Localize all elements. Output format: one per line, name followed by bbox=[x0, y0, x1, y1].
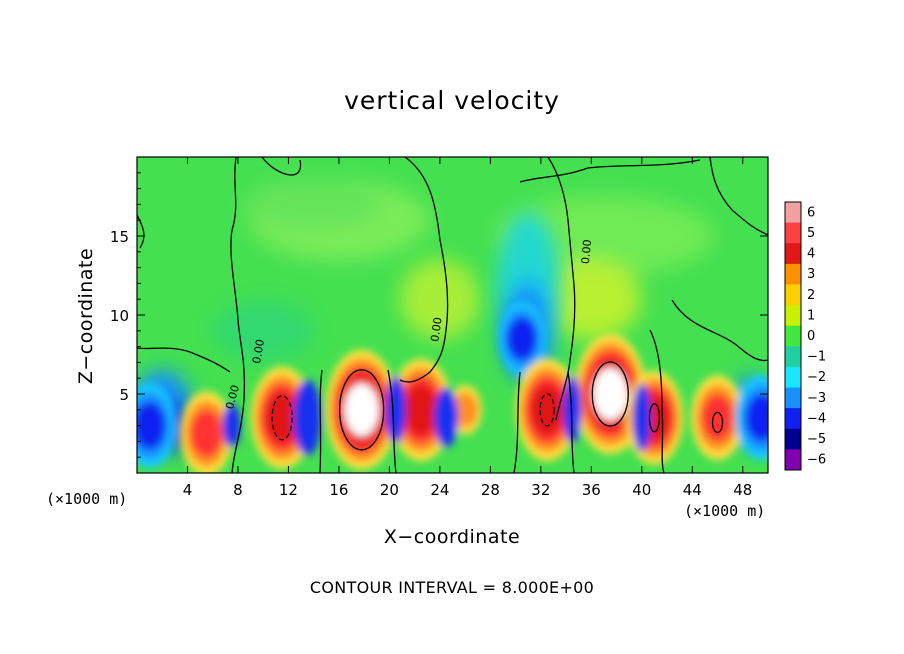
contour-zero-2 bbox=[399, 157, 449, 383]
x-tick-label: 24 bbox=[430, 481, 449, 499]
x-axis-unit-right: (×1000 m) bbox=[684, 502, 766, 520]
contour-zero-5 bbox=[709, 157, 768, 236]
cell-0-ring-2 bbox=[137, 402, 166, 450]
colorbar-frame bbox=[784, 201, 802, 471]
contour-cell-3 bbox=[539, 393, 555, 427]
colorbar: 6 5 4 3 2 1 0 −1 −2 −3 −4 −5 −6 bbox=[784, 201, 826, 471]
x-tick-label: 48 bbox=[733, 481, 752, 499]
chart-title: vertical velocity bbox=[344, 86, 560, 115]
y-tick-label: 10 bbox=[110, 307, 129, 325]
cell-4-ring-3 bbox=[404, 385, 438, 435]
y-tick-label: 15 bbox=[110, 228, 129, 246]
contour-interval-text: CONTOUR INTERVAL = 8.000E+00 bbox=[309, 578, 595, 597]
field-blob bbox=[541, 259, 642, 340]
field-blob bbox=[399, 259, 480, 340]
contour-zero-4 bbox=[519, 159, 701, 183]
colorbar-swatch-1 bbox=[785, 222, 801, 244]
contour-zero-9 bbox=[513, 371, 521, 473]
colorbar-tick-label: 4 bbox=[807, 247, 815, 262]
colorbar-tick-label: −5 bbox=[807, 432, 826, 447]
field-blob bbox=[243, 179, 384, 230]
contour-cell-4 bbox=[711, 411, 724, 434]
x-tick-label: 32 bbox=[531, 481, 550, 499]
contour-label-3: 0.00 bbox=[579, 239, 594, 265]
x-tick-label: 8 bbox=[233, 481, 243, 499]
colorbar-swatch-11 bbox=[785, 428, 801, 450]
flank-2 bbox=[434, 387, 459, 448]
contour-cell-0 bbox=[338, 369, 385, 451]
contour-cell-5 bbox=[648, 403, 661, 433]
contour-zero-13 bbox=[137, 347, 231, 373]
colorbar-swatch-2 bbox=[785, 243, 801, 265]
contour-zero-1 bbox=[261, 157, 302, 176]
colorbar-swatch-5 bbox=[785, 305, 801, 327]
x-tick-label: 44 bbox=[683, 481, 702, 499]
field-cell-layer bbox=[137, 300, 768, 473]
colorbar-tick-label: 0 bbox=[807, 329, 815, 344]
contour-cell-2 bbox=[271, 395, 293, 441]
field-soft-layer bbox=[213, 179, 714, 361]
contour-label-1: 0.00 bbox=[250, 338, 267, 364]
colorbar-tick-label: −6 bbox=[807, 453, 826, 468]
flank-4 bbox=[632, 383, 651, 452]
contour-label-0: 0.00 bbox=[223, 384, 242, 411]
colorbar-swatch-12 bbox=[785, 449, 801, 471]
colorbar-swatch-9 bbox=[785, 387, 801, 409]
cell-8-ring-4 bbox=[592, 367, 628, 421]
x-tick-label: 16 bbox=[329, 481, 348, 499]
x-tick-label: 28 bbox=[481, 481, 500, 499]
x-tick-label: 36 bbox=[582, 481, 601, 499]
colorbar-swatch-4 bbox=[785, 284, 801, 306]
contour-zero-12 bbox=[671, 299, 768, 362]
colorbar-tick-label: 1 bbox=[807, 308, 815, 323]
contour-zero-11 bbox=[649, 329, 665, 473]
x-tick-label: 40 bbox=[632, 481, 651, 499]
x-axis-label: X−coordinate bbox=[383, 526, 521, 548]
contour-zero-7 bbox=[319, 369, 323, 473]
x-tick-label: 20 bbox=[380, 481, 399, 499]
colorbar-tick-label: −2 bbox=[807, 370, 826, 385]
colorbar-tick-label: 5 bbox=[807, 226, 815, 241]
heatmap-field bbox=[137, 157, 768, 473]
y-tick-label: 5 bbox=[119, 386, 129, 404]
cell-1-ring-2 bbox=[190, 410, 223, 457]
colorbar-swatch-7 bbox=[785, 346, 801, 368]
flank-1 bbox=[385, 375, 406, 444]
colorbar-swatch-10 bbox=[785, 408, 801, 430]
colorbar-tick-label: −3 bbox=[807, 391, 826, 406]
x-axis-unit-left: (×1000 m) bbox=[46, 490, 128, 508]
flank-3 bbox=[563, 375, 582, 444]
colorbar-tick-label: 3 bbox=[807, 267, 815, 282]
contour-zero-0 bbox=[230, 157, 246, 473]
contour-cell-1 bbox=[591, 361, 629, 427]
colorbar-swatch-0 bbox=[785, 202, 801, 224]
colorbar-tick-label: −1 bbox=[807, 350, 826, 365]
cell-5-ring-1 bbox=[452, 392, 478, 428]
cell-6-ring-2 bbox=[507, 317, 537, 361]
colorbar-tick-label: −4 bbox=[807, 411, 826, 426]
flank-5 bbox=[222, 403, 241, 448]
cell-3-ring-4 bbox=[344, 383, 379, 437]
cell-7-ring-3 bbox=[530, 385, 564, 435]
x-tick-label: 4 bbox=[183, 481, 193, 499]
contour-zero-8 bbox=[387, 369, 397, 473]
contour-lines bbox=[137, 157, 768, 473]
colorbar-tick-label: 2 bbox=[807, 288, 815, 303]
colorbar-swatch-8 bbox=[785, 366, 801, 389]
contour-label-2: 0.00 bbox=[428, 316, 444, 342]
colorbar-swatch-3 bbox=[785, 263, 801, 285]
colorbar-tick-label: 6 bbox=[807, 205, 815, 220]
x-tick-label: 12 bbox=[279, 481, 298, 499]
contour-labels: 0.00 0.00 0.00 0.00 bbox=[223, 239, 594, 411]
flank-0 bbox=[293, 379, 322, 456]
contour-zero-6 bbox=[137, 214, 145, 249]
contour-zero-10 bbox=[567, 371, 575, 473]
colorbar-swatch-6 bbox=[785, 325, 801, 347]
cell-11-ring-2 bbox=[745, 394, 768, 442]
cell-10-ring-2 bbox=[701, 394, 734, 442]
